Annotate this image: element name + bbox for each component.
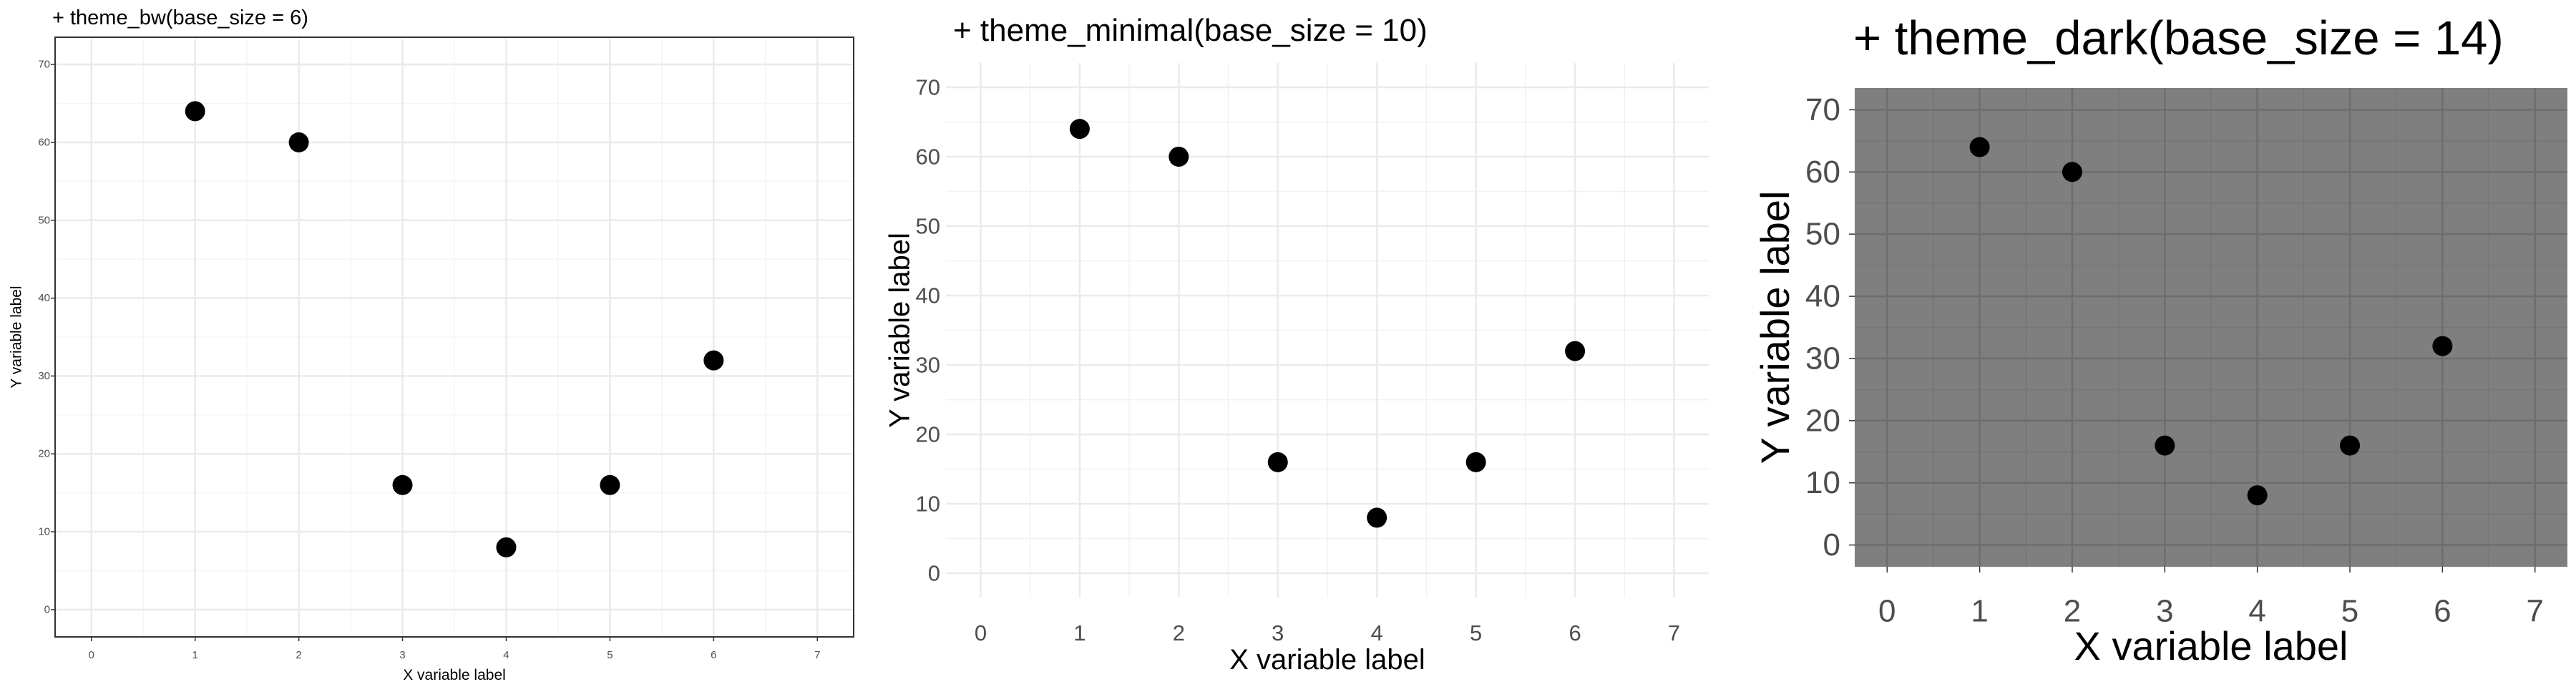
data-point bbox=[185, 101, 205, 122]
x-tick-label: 7 bbox=[1668, 620, 1680, 645]
chart-title: + theme_bw(base_size = 6) bbox=[52, 6, 308, 29]
x-axis-label: X variable label bbox=[403, 667, 506, 683]
data-point bbox=[2155, 435, 2175, 456]
y-axis-label: Y variable label bbox=[9, 286, 25, 388]
x-tick-label: 4 bbox=[503, 649, 509, 661]
y-tick-label: 0 bbox=[44, 603, 50, 615]
data-point bbox=[1565, 341, 1586, 361]
y-tick-label: 60 bbox=[38, 136, 50, 148]
x-tick-label: 5 bbox=[607, 649, 613, 661]
data-point bbox=[703, 350, 724, 371]
x-tick-label: 0 bbox=[1878, 594, 1896, 629]
x-axis-label: X variable label bbox=[2074, 623, 2348, 668]
data-point bbox=[496, 537, 517, 557]
x-tick-label: 0 bbox=[89, 649, 94, 661]
y-tick-label: 30 bbox=[1805, 341, 1840, 376]
x-tick-label: 4 bbox=[2248, 594, 2265, 629]
y-tick-label: 40 bbox=[1805, 279, 1840, 314]
y-tick-label: 10 bbox=[1805, 465, 1840, 500]
chart-title: + theme_dark(base_size = 14) bbox=[1853, 11, 2504, 65]
data-point bbox=[600, 474, 620, 495]
y-tick-label: 50 bbox=[916, 213, 940, 238]
y-tick-label: 40 bbox=[38, 292, 50, 304]
y-tick-label: 70 bbox=[38, 59, 50, 71]
y-tick-label: 10 bbox=[38, 526, 50, 538]
data-point bbox=[1969, 137, 1990, 157]
data-point bbox=[1069, 119, 1090, 140]
data-point bbox=[2062, 162, 2082, 182]
x-tick-label: 1 bbox=[1971, 594, 1988, 629]
data-point bbox=[1465, 452, 1486, 472]
x-tick-label: 5 bbox=[2341, 594, 2358, 629]
x-tick-label: 1 bbox=[192, 649, 197, 661]
chart-bw: 0 10 20 30 40 50 60 70 0 1 2 3 4 5 6 7 + theme_bw(base_s… bbox=[9, 6, 854, 683]
y-tick-label: 0 bbox=[928, 561, 940, 586]
x-tick-label: 3 bbox=[399, 649, 405, 661]
y-tick-label: 20 bbox=[1805, 403, 1840, 438]
data-point bbox=[2340, 435, 2361, 456]
y-tick-label: 20 bbox=[38, 448, 50, 460]
data-point bbox=[1367, 507, 1387, 528]
y-tick-label: 50 bbox=[38, 214, 50, 226]
panel-border bbox=[54, 36, 854, 638]
data-point bbox=[1267, 452, 1288, 472]
x-tick-label: 5 bbox=[1470, 620, 1482, 645]
y-tick-label: 70 bbox=[1805, 92, 1840, 127]
y-tick-label: 70 bbox=[916, 74, 940, 99]
x-tick-label: 4 bbox=[1371, 620, 1383, 645]
x-tick-label: 1 bbox=[1073, 620, 1085, 645]
y-tick-label: 30 bbox=[916, 353, 940, 378]
data-point bbox=[392, 474, 413, 495]
data-point bbox=[1169, 146, 1189, 167]
y-tick-label: 40 bbox=[916, 283, 940, 308]
x-tick-label: 2 bbox=[2064, 594, 2081, 629]
data-point bbox=[2432, 336, 2453, 356]
x-tick-label: 7 bbox=[2526, 594, 2543, 629]
chart-title: + theme_minimal(base_size = 10) bbox=[953, 13, 1428, 48]
y-tick-label: 0 bbox=[1823, 527, 1840, 562]
y-tick-label: 30 bbox=[38, 370, 50, 382]
x-tick-label: 6 bbox=[711, 649, 716, 661]
x-tick-label: 2 bbox=[296, 649, 301, 661]
x-tick-label: 0 bbox=[975, 620, 987, 645]
y-axis-label: Y variable label bbox=[884, 233, 916, 428]
data-point bbox=[288, 132, 309, 152]
y-tick-label: 60 bbox=[1805, 155, 1840, 190]
x-tick-label: 3 bbox=[2156, 594, 2173, 629]
data-point bbox=[2247, 485, 2268, 506]
y-tick-label: 50 bbox=[1805, 217, 1840, 252]
y-axis-label: Y variable label bbox=[1752, 191, 1797, 464]
y-tick-label: 20 bbox=[916, 422, 940, 447]
x-tick-label: 6 bbox=[2434, 594, 2451, 629]
x-tick-label: 6 bbox=[1568, 620, 1581, 645]
chart-minimal: 0 10 20 30 40 50 60 70 0 1 2 3 4 5 6 7 + theme_minimal(b… bbox=[884, 13, 1709, 676]
y-tick-label: 10 bbox=[916, 492, 940, 517]
x-axis-label: X variable label bbox=[1229, 644, 1425, 676]
x-tick-label: 3 bbox=[1272, 620, 1284, 645]
chart-dark: 0 10 20 30 40 50 60 70 0 1 2 3 4 5 6 7 + theme_dark(base… bbox=[1752, 11, 2567, 668]
x-tick-label: 2 bbox=[1173, 620, 1185, 645]
x-tick-label: 7 bbox=[814, 649, 820, 661]
y-tick-label: 60 bbox=[916, 144, 940, 169]
